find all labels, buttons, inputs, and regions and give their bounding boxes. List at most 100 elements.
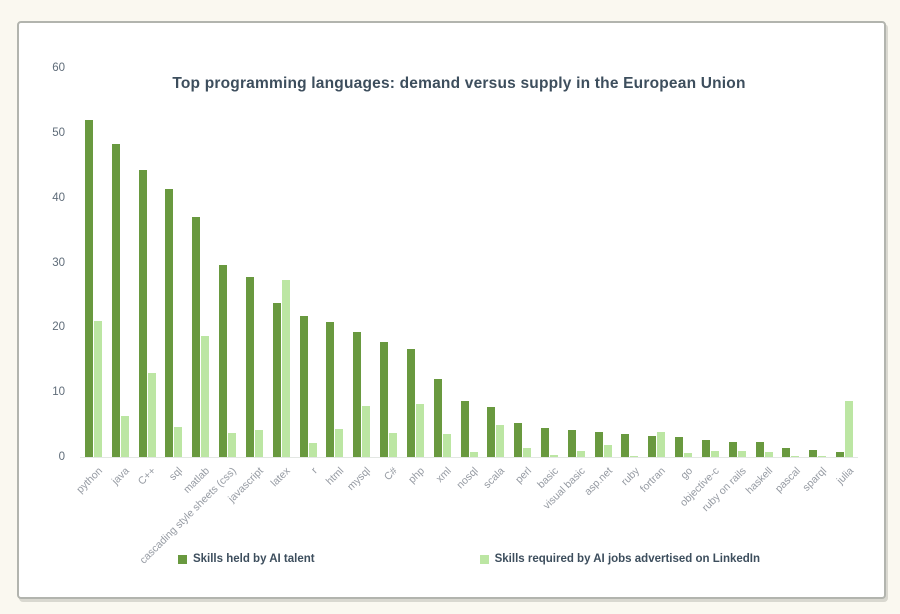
y-axis-tick-label: 50 — [52, 126, 65, 139]
x-axis-label: php — [405, 465, 427, 486]
bar-skills-required — [630, 455, 639, 457]
bar-group — [107, 68, 134, 457]
x-axis-label: python — [74, 465, 105, 496]
bar-skills-held — [460, 400, 469, 457]
y-axis-tick-label: 10 — [52, 386, 65, 399]
bar-skills-required — [120, 416, 129, 457]
legend-label-skills-held: Skills held by AI talent — [192, 553, 315, 565]
bar-group — [160, 68, 187, 457]
bar-skills-required — [657, 432, 666, 457]
bar-skills-required — [415, 403, 424, 457]
x-axis-label: perl — [513, 465, 535, 486]
y-axis-tick-label: 20 — [52, 321, 65, 334]
bar-group — [214, 68, 241, 457]
bar-group — [348, 68, 375, 457]
bar-group — [187, 68, 214, 457]
bar-skills-held — [809, 449, 818, 457]
bar-skills-held — [836, 451, 845, 457]
bar-skills-held — [84, 119, 93, 457]
legend-swatch-light-green-icon — [479, 554, 489, 564]
bar-group — [831, 68, 858, 457]
bar-skills-required — [93, 320, 102, 457]
bar-skills-required — [549, 455, 558, 457]
bar-skills-held — [245, 276, 254, 457]
bar-skills-required — [442, 433, 451, 457]
bar-skills-required — [389, 433, 398, 457]
bar-skills-held — [111, 143, 120, 457]
x-axis-label: ruby — [618, 465, 642, 488]
x-axis-label: C# — [382, 465, 401, 483]
bar-skills-held — [621, 433, 630, 457]
bar-group — [321, 68, 348, 457]
bar-skills-required — [684, 453, 693, 457]
bar-skills-required — [818, 456, 827, 457]
bar-skills-required — [147, 373, 156, 457]
bar-group — [402, 68, 429, 457]
x-axis-label: sparql — [800, 465, 830, 494]
bar-skills-required — [737, 451, 746, 457]
bar-group — [482, 68, 509, 457]
bar-skills-held — [675, 436, 684, 457]
bar-skills-required — [362, 405, 371, 457]
x-axis-label: sql — [167, 465, 186, 483]
x-axis-label: nosql — [454, 465, 481, 492]
plot-area — [80, 68, 858, 458]
bar-skills-required — [603, 444, 612, 457]
x-axis-label: scala — [481, 465, 508, 491]
bar-skills-required — [496, 425, 505, 457]
bar-group — [804, 68, 831, 457]
bar-group — [80, 68, 107, 457]
x-axis-label: basic — [535, 465, 561, 491]
bar-skills-held — [192, 217, 201, 457]
bar-skills-held — [540, 427, 549, 457]
bar-skills-held — [648, 435, 657, 457]
bar-group — [295, 68, 322, 457]
bar-skills-held — [728, 442, 737, 457]
bar-skills-required — [201, 336, 210, 457]
bar-skills-required — [523, 447, 532, 457]
bar-skills-required — [845, 401, 854, 457]
bar-skills-required — [335, 429, 344, 457]
bar-group — [509, 68, 536, 457]
bar-group — [778, 68, 805, 457]
legend-label-skills-required: Skills required by AI jobs advertised on… — [494, 553, 761, 565]
bar-skills-held — [326, 321, 335, 457]
x-axis-label: xml — [433, 465, 454, 486]
x-axis-label: visual basic — [540, 465, 588, 512]
bar-skills-held — [701, 440, 710, 457]
bar-skills-held — [138, 170, 147, 457]
y-axis-tick-label: 0 — [58, 451, 65, 463]
bar-skills-held — [782, 447, 791, 457]
y-axis-tick-label: 30 — [52, 256, 65, 269]
x-axis-label: cascading style sheets (css) — [137, 465, 240, 567]
bar-skills-held — [755, 442, 764, 457]
bar-group — [536, 68, 563, 457]
bar-skills-required — [576, 450, 585, 457]
bar-skills-held — [272, 302, 281, 457]
bar-skills-held — [514, 423, 523, 457]
x-axis-label: objective-c — [677, 465, 722, 509]
bar-skills-held — [567, 430, 576, 457]
bar-skills-held — [299, 316, 308, 457]
bar-skills-required — [228, 433, 237, 457]
bar-group — [563, 68, 590, 457]
x-axis-label: asp.net — [581, 465, 615, 498]
x-axis-label: r — [308, 465, 320, 476]
x-axis-label: java — [109, 465, 132, 488]
bar-skills-required — [308, 442, 317, 457]
bar-group — [429, 68, 456, 457]
legend: Skills held by AI talent Skills required… — [80, 553, 858, 565]
x-axis-label: julia — [834, 465, 857, 487]
y-axis-tick-label: 60 — [52, 62, 65, 74]
x-axis-label: matlab — [181, 465, 213, 496]
bar-group — [134, 68, 161, 457]
bar-skills-held — [165, 188, 174, 457]
x-axis-label: C++ — [136, 465, 159, 488]
bar-skills-required — [791, 455, 800, 457]
x-axis-label: pascal — [772, 465, 803, 495]
bar-group — [456, 68, 483, 457]
bar-skills-held — [487, 407, 496, 457]
bar-skills-required — [469, 452, 478, 457]
legend-swatch-dark-green-icon — [177, 554, 187, 564]
